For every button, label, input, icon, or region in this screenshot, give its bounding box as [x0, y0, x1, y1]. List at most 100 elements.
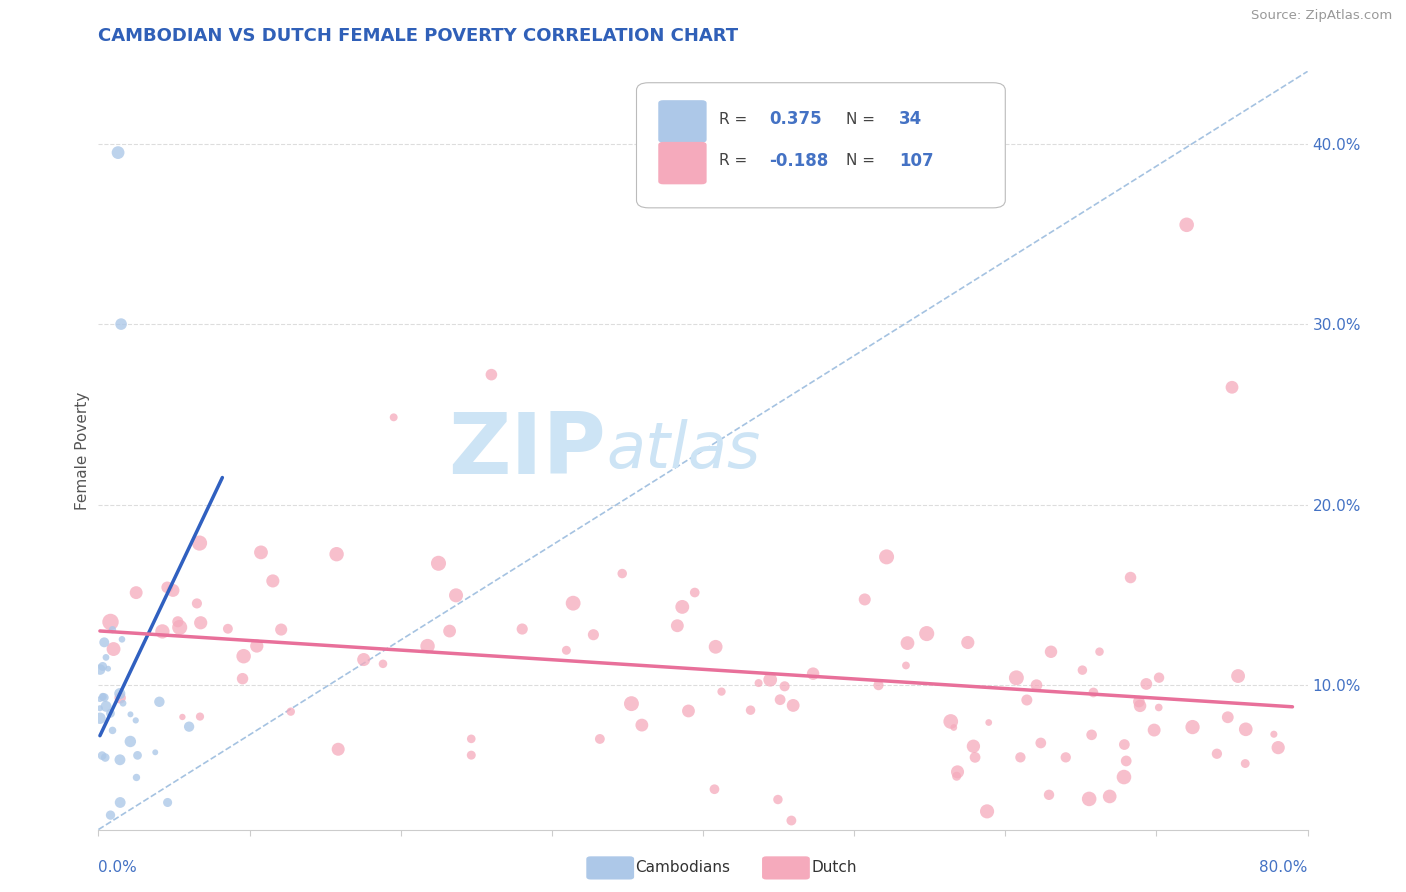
Point: [1175, 218, 1198, 232]
Point: [172, 710, 194, 724]
Point: [94, 750, 117, 764]
Point: [678, 704, 700, 718]
Y-axis label: Female Poverty: Female Poverty: [75, 392, 90, 509]
Point: [156, 581, 179, 595]
Point: [868, 678, 890, 692]
Point: [91, 690, 114, 704]
Point: [1083, 685, 1105, 699]
Point: [91, 690, 114, 704]
Text: 0.375: 0.375: [769, 110, 823, 128]
Point: [962, 739, 984, 754]
Point: [91, 659, 114, 673]
Point: [270, 623, 292, 637]
Point: [1220, 380, 1243, 394]
Point: [148, 695, 170, 709]
Point: [217, 622, 239, 636]
Point: [94, 699, 117, 714]
FancyBboxPatch shape: [658, 100, 707, 143]
Text: Dutch: Dutch: [811, 861, 856, 875]
Point: [1234, 723, 1257, 737]
Point: [93, 690, 115, 705]
Point: [325, 547, 347, 561]
Point: [101, 723, 124, 738]
Text: ZIP: ZIP: [449, 409, 606, 492]
Point: [353, 652, 375, 666]
Point: [108, 753, 131, 767]
Point: [894, 658, 917, 673]
Point: [1038, 788, 1060, 802]
Point: [328, 742, 350, 756]
Point: [280, 705, 302, 719]
Text: N =: N =: [845, 112, 875, 127]
Point: [100, 615, 122, 629]
Point: [152, 624, 174, 639]
Point: [444, 588, 467, 602]
FancyBboxPatch shape: [637, 83, 1005, 208]
Point: [939, 714, 962, 729]
Point: [188, 709, 211, 723]
Point: [1088, 645, 1111, 659]
Point: [1040, 645, 1063, 659]
Point: [956, 635, 979, 649]
Point: [186, 596, 208, 610]
Point: [748, 676, 770, 690]
Point: [965, 750, 987, 764]
Point: [1078, 792, 1101, 806]
Point: [666, 618, 689, 632]
Point: [127, 748, 149, 763]
Point: [108, 690, 131, 705]
Point: [782, 698, 804, 713]
Point: [108, 687, 131, 701]
Point: [100, 808, 122, 822]
Point: [125, 714, 148, 728]
Point: [97, 662, 120, 676]
Point: [188, 536, 211, 550]
Point: [704, 640, 727, 654]
Point: [589, 731, 612, 746]
Point: [156, 796, 179, 810]
Point: [1135, 677, 1157, 691]
Point: [620, 697, 643, 711]
Point: [89, 692, 111, 706]
Point: [1054, 750, 1077, 764]
Point: [740, 703, 762, 717]
Point: [612, 566, 634, 581]
Point: [1267, 740, 1289, 755]
Point: [562, 596, 585, 610]
Point: [683, 585, 706, 599]
Text: R =: R =: [718, 112, 747, 127]
Text: -0.188: -0.188: [769, 152, 828, 169]
Text: R =: R =: [718, 153, 747, 169]
Point: [1143, 723, 1166, 737]
Text: CAMBODIAN VS DUTCH FEMALE POVERTY CORRELATION CHART: CAMBODIAN VS DUTCH FEMALE POVERTY CORREL…: [98, 27, 738, 45]
Text: Cambodians: Cambodians: [636, 861, 731, 875]
Point: [427, 556, 450, 570]
Point: [1234, 756, 1257, 771]
Text: 107: 107: [898, 152, 934, 169]
Point: [1181, 720, 1204, 734]
Point: [179, 720, 201, 734]
Point: [232, 672, 254, 686]
Point: [1216, 710, 1239, 724]
Point: [1010, 750, 1032, 764]
Point: [1080, 728, 1102, 742]
Point: [942, 721, 965, 735]
Point: [371, 657, 394, 671]
Point: [977, 715, 1000, 730]
Point: [100, 706, 122, 721]
Point: [1098, 789, 1121, 804]
Point: [1112, 770, 1135, 784]
Point: [125, 585, 148, 599]
Point: [1206, 747, 1229, 761]
Point: [1115, 754, 1137, 768]
Point: [1263, 727, 1285, 741]
Point: [250, 545, 273, 559]
Point: [89, 663, 111, 677]
Point: [510, 622, 533, 636]
Point: [1029, 736, 1052, 750]
Point: [112, 696, 135, 710]
Point: [103, 642, 125, 657]
Point: [915, 626, 938, 640]
Point: [1128, 695, 1150, 709]
Point: [120, 707, 142, 722]
